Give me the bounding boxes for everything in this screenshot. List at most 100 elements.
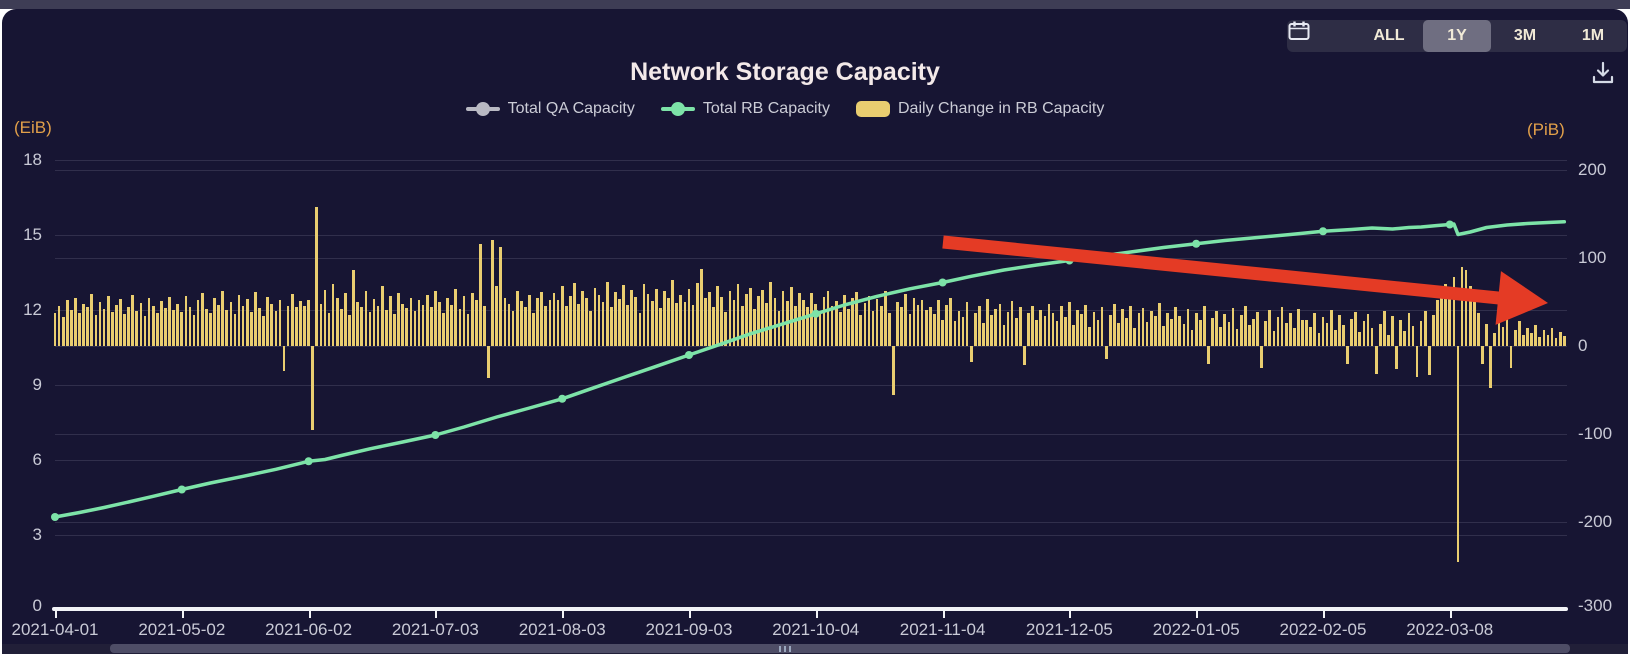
x-axis-tick-label: 2021-12-05 bbox=[1025, 620, 1113, 639]
download-button[interactable] bbox=[1590, 60, 1620, 90]
scrollbar-thumb[interactable] bbox=[110, 644, 1570, 653]
scrollbar-grip-icon[interactable] bbox=[789, 646, 791, 652]
daily-change-bar bbox=[740, 305, 744, 346]
daily-change-bar bbox=[888, 312, 891, 346]
daily-change-bar bbox=[413, 310, 417, 346]
daily-change-bar bbox=[941, 319, 944, 346]
daily-change-bar bbox=[1411, 325, 1415, 346]
daily-change-bar bbox=[299, 301, 302, 346]
daily-change-bar bbox=[106, 295, 110, 346]
scrollbar-grip-icon[interactable] bbox=[779, 646, 781, 652]
daily-change-bar bbox=[245, 299, 249, 346]
daily-change-bar bbox=[249, 311, 253, 346]
daily-change-bar bbox=[1239, 315, 1243, 346]
x-axis-tick-mark bbox=[1449, 611, 1452, 618]
daily-change-bar bbox=[1362, 321, 1366, 346]
range-button-3m[interactable]: 3M bbox=[1513, 27, 1537, 44]
daily-change-bar bbox=[507, 303, 511, 346]
x-axis-tick-mark bbox=[55, 611, 57, 618]
daily-change-bar bbox=[1096, 319, 1100, 346]
scrollbar-grip-icon[interactable] bbox=[784, 646, 786, 652]
daily-change-bar bbox=[98, 302, 102, 346]
daily-change-bar bbox=[147, 297, 151, 346]
daily-change-bar bbox=[773, 297, 777, 346]
daily-change-bar bbox=[274, 310, 278, 346]
daily-change-bar bbox=[683, 302, 687, 346]
daily-change-bar bbox=[1027, 313, 1030, 346]
daily-change-bar bbox=[720, 296, 724, 346]
daily-change-bar bbox=[446, 297, 449, 346]
range-button-1y[interactable]: 1Y bbox=[1423, 20, 1491, 52]
legend-item-daily-change[interactable]: Daily Change in RB Capacity bbox=[856, 100, 1104, 118]
rb-capacity-point bbox=[51, 513, 59, 521]
daily-change-bar bbox=[200, 293, 204, 346]
daily-change-bar bbox=[438, 302, 441, 346]
legend-item-rb-capacity[interactable]: Total RB Capacity bbox=[660, 100, 830, 118]
daily-change-bar bbox=[1517, 321, 1521, 346]
daily-change-bar bbox=[1211, 317, 1214, 346]
daily-change-bar bbox=[564, 306, 568, 346]
gridline bbox=[55, 258, 1567, 259]
daily-change-bar bbox=[622, 285, 625, 346]
daily-change-bar bbox=[1235, 329, 1239, 346]
daily-change-bar bbox=[1076, 309, 1079, 346]
daily-change-bar bbox=[953, 321, 957, 346]
daily-change-bar bbox=[1374, 346, 1378, 375]
daily-change-bar bbox=[1288, 313, 1292, 346]
daily-change-bar bbox=[1014, 317, 1018, 346]
x-axis-tick-mark bbox=[1322, 611, 1325, 618]
daily-change-bar bbox=[945, 304, 949, 346]
right-axis-tick: -300 bbox=[1578, 596, 1613, 615]
gridline bbox=[55, 235, 1567, 236]
daily-change-bar bbox=[634, 296, 638, 346]
daily-change-bar bbox=[266, 296, 270, 346]
daily-change-bar bbox=[401, 303, 404, 346]
daily-change-bar bbox=[687, 288, 691, 346]
daily-change-bar bbox=[180, 311, 184, 346]
legend-label: Total RB Capacity bbox=[702, 100, 830, 117]
daily-change-bar bbox=[172, 309, 175, 346]
daily-change-bar bbox=[123, 314, 126, 346]
daily-change-bar bbox=[540, 292, 544, 346]
range-button-1m[interactable]: 1M bbox=[1581, 27, 1605, 44]
daily-change-bar bbox=[765, 302, 769, 346]
calendar-icon bbox=[1288, 21, 1310, 40]
legend-item-qa-capacity[interactable]: Total QA Capacity bbox=[465, 100, 635, 118]
calendar-button[interactable] bbox=[1287, 20, 1355, 52]
qa-line-marker-icon bbox=[465, 102, 500, 116]
daily-change-bar bbox=[1423, 310, 1427, 346]
daily-change-bar bbox=[1550, 328, 1554, 346]
daily-change-bar bbox=[188, 307, 192, 346]
daily-change-bar bbox=[282, 346, 286, 371]
daily-change-bar bbox=[1153, 316, 1157, 346]
daily-change-bar bbox=[229, 302, 233, 346]
rb-capacity-line bbox=[53, 220, 1567, 519]
rb-capacity-point bbox=[558, 394, 567, 403]
daily-change-bar bbox=[1149, 310, 1153, 346]
daily-change-bar bbox=[372, 299, 376, 346]
daily-change-bar bbox=[826, 290, 830, 346]
daily-change-bar bbox=[859, 315, 863, 346]
legend: Total QA Capacity Total RB Capacity Dail… bbox=[55, 100, 1515, 118]
daily-change-bar bbox=[184, 295, 188, 346]
daily-change-bar bbox=[1186, 309, 1190, 346]
daily-change-bar bbox=[1358, 331, 1362, 346]
daily-change-bar bbox=[916, 304, 920, 346]
daily-change-bar bbox=[196, 300, 200, 346]
daily-change-bar bbox=[1223, 314, 1227, 346]
daily-change-bar bbox=[1198, 320, 1202, 346]
daily-change-bar bbox=[491, 240, 494, 346]
range-button-all[interactable]: ALL bbox=[1373, 27, 1405, 44]
daily-change-bar bbox=[642, 284, 646, 346]
daily-change-bar bbox=[1018, 307, 1022, 346]
daily-change-bar bbox=[1342, 324, 1345, 346]
x-axis-tick-label: 2021-07-03 bbox=[391, 620, 479, 639]
daily-change-bar bbox=[1068, 302, 1071, 346]
daily-change-bar bbox=[1370, 327, 1374, 346]
daily-change-bar bbox=[732, 300, 736, 346]
daily-change-bar bbox=[499, 246, 503, 346]
daily-change-bar bbox=[646, 294, 650, 346]
daily-change-bar bbox=[1158, 302, 1161, 346]
daily-change-bar bbox=[192, 315, 196, 346]
daily-change-bar bbox=[356, 302, 360, 346]
